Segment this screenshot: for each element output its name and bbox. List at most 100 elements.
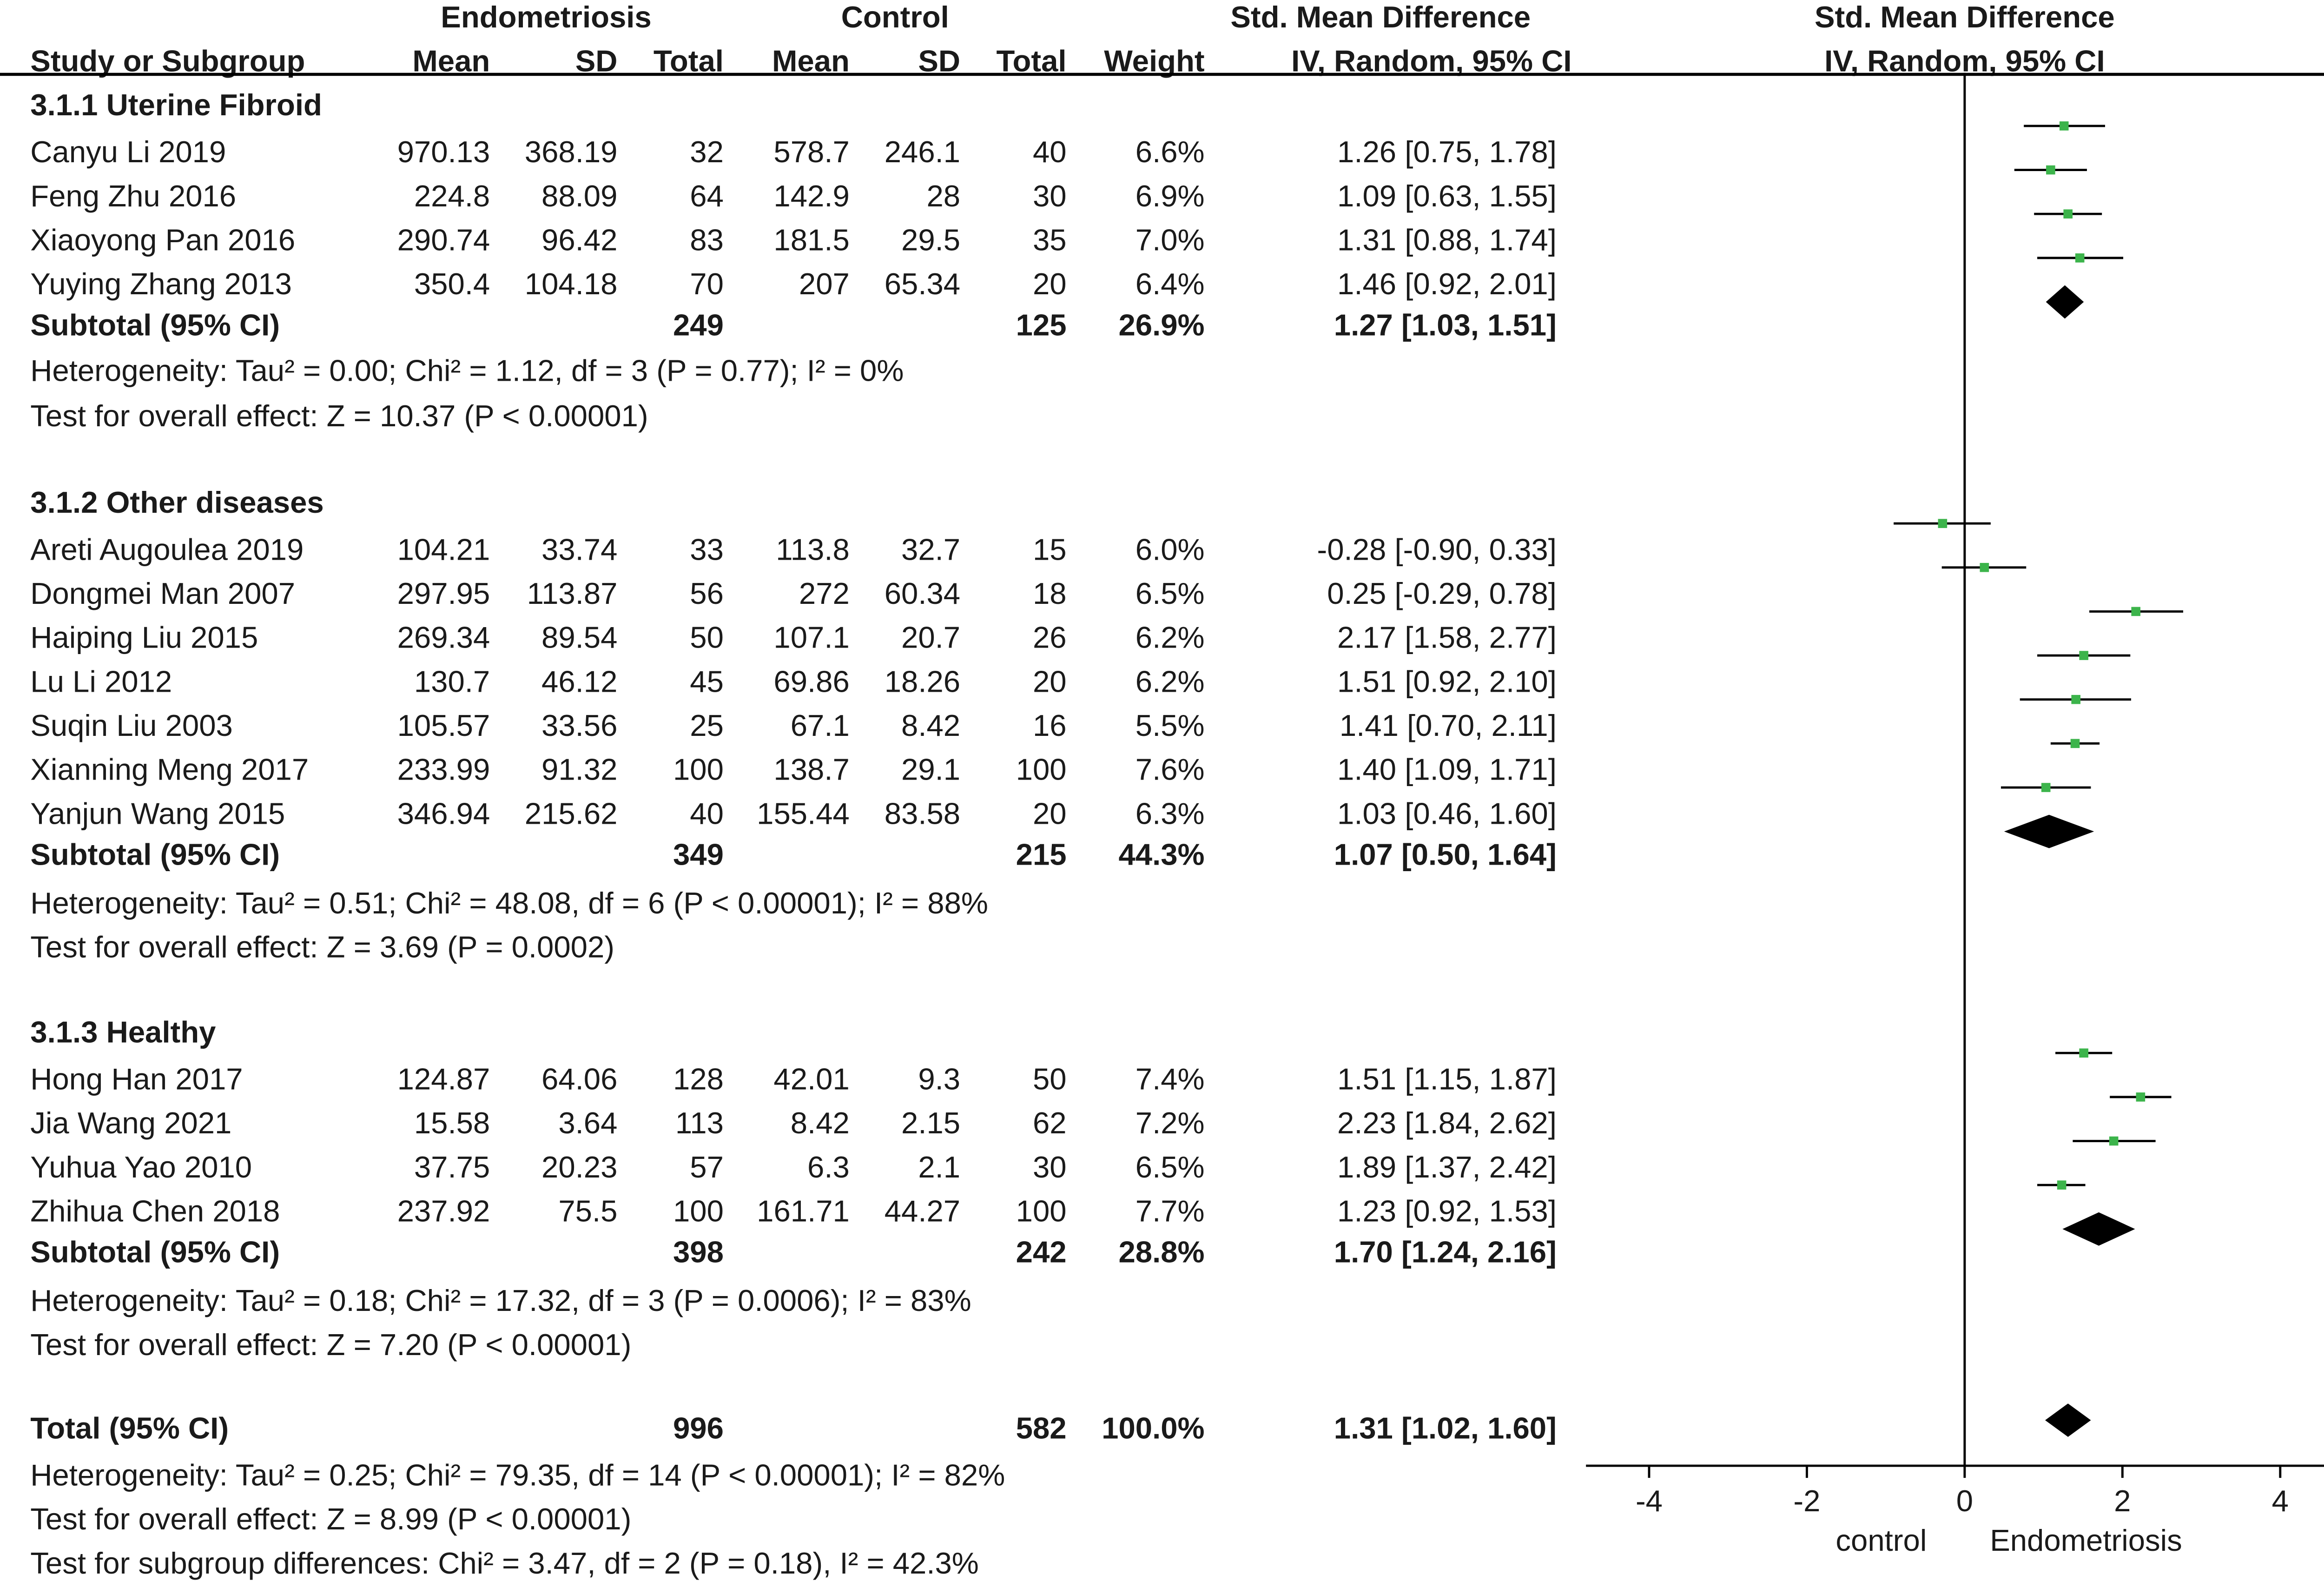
study-mean-2: 207: [799, 268, 850, 302]
study-sd-2: 2.15: [901, 1107, 961, 1141]
header-sd-1: SD: [575, 45, 618, 79]
overall-effect-text: Test for overall effect: Z = 7.20 (P < 0…: [30, 1329, 632, 1363]
study-total-1: 64: [690, 180, 724, 214]
study-sd-2: 246.1: [884, 136, 961, 170]
study-total-1: 70: [690, 268, 724, 302]
study-sd-2: 44.27: [884, 1196, 961, 1229]
study-sd-2: 83.58: [884, 798, 961, 832]
x-tick-label: 0: [1956, 1484, 1973, 1518]
study-sd-1: 113.87: [527, 578, 618, 612]
study-total-1: 50: [690, 622, 724, 656]
total-overall-effect-text: Test for overall effect: Z = 8.99 (P < 0…: [30, 1503, 632, 1537]
subtotal-label: Subtotal (95% CI): [30, 839, 280, 873]
study-total-1: 57: [690, 1151, 724, 1185]
study-mean-2: 161.71: [757, 1196, 850, 1229]
study-point-marker: [2057, 1180, 2067, 1190]
study-sd-2: 29.1: [901, 754, 961, 788]
study-sd-1: 33.56: [541, 710, 618, 744]
study-sd-2: 18.26: [884, 666, 961, 700]
study-ci: 1.09 [0.63, 1.55]: [1337, 180, 1557, 214]
study-mean-1: 346.94: [397, 798, 490, 832]
study-weight: 6.2%: [1135, 666, 1205, 700]
study-name: Zhihua Chen 2018: [30, 1196, 280, 1229]
subtotal-total-2: 242: [1016, 1237, 1067, 1270]
study-mean-1: 233.99: [397, 754, 490, 788]
study-sd-2: 60.34: [884, 578, 961, 612]
study-mean-1: 124.87: [397, 1064, 490, 1097]
header-total-1: Total: [653, 45, 724, 79]
study-sd-2: 28: [926, 180, 961, 214]
summary-diamond: [2062, 1212, 2135, 1246]
subtotal-weight: 44.3%: [1118, 839, 1205, 873]
study-sd-1: 368.19: [524, 136, 618, 170]
study-ci: 1.26 [0.75, 1.78]: [1337, 136, 1557, 170]
study-ci: 2.17 [1.58, 2.77]: [1337, 622, 1557, 656]
study-mean-2: 578.7: [773, 136, 850, 170]
header-rule: [0, 73, 2324, 76]
study-ci: 1.51 [0.92, 2.10]: [1337, 666, 1557, 700]
study-mean-2: 138.7: [773, 754, 850, 788]
subgroup-title: 3.1.3 Healthy: [30, 1016, 216, 1050]
subtotal-weight: 26.9%: [1118, 309, 1205, 343]
study-weight: 6.0%: [1135, 534, 1205, 568]
header-mean-2: Mean: [772, 45, 850, 79]
study-point-marker: [2059, 121, 2069, 131]
subgroup-title: 3.1.2 Other diseases: [30, 487, 324, 521]
study-sd-1: 64.06: [541, 1064, 618, 1097]
subtotal-ci: 1.07 [0.50, 1.64]: [1334, 839, 1557, 873]
x-tick-label: 2: [2114, 1484, 2131, 1518]
study-sd-1: 96.42: [541, 225, 618, 258]
axis-left-label: control: [1835, 1525, 1927, 1559]
study-mean-2: 107.1: [773, 622, 850, 656]
study-point-marker: [2046, 165, 2055, 175]
heterogeneity-text: Heterogeneity: Tau² = 0.51; Chi² = 48.08…: [30, 887, 988, 921]
total-total-1: 996: [673, 1412, 724, 1446]
study-name: Xiaoyong Pan 2016: [30, 225, 296, 258]
study-mean-1: 290.74: [397, 225, 490, 258]
total-heterogeneity-text: Heterogeneity: Tau² = 0.25; Chi² = 79.35…: [30, 1459, 1005, 1493]
overall-effect-text: Test for overall effect: Z = 10.37 (P < …: [30, 400, 648, 434]
study-ci: 1.89 [1.37, 2.42]: [1337, 1151, 1557, 1185]
study-sd-1: 46.12: [541, 666, 618, 700]
study-ci: 1.40 [1.09, 1.71]: [1337, 754, 1557, 788]
header-effect-title: Std. Mean Difference: [1230, 1, 1531, 35]
study-mean-1: 130.7: [414, 666, 490, 700]
study-point-marker: [2136, 1092, 2146, 1102]
study-mean-1: 350.4: [414, 268, 490, 302]
study-mean-1: 269.34: [397, 622, 490, 656]
study-mean-1: 104.21: [397, 534, 490, 568]
study-total-2: 15: [1032, 534, 1067, 568]
study-name: Xianning Meng 2017: [30, 754, 309, 788]
study-mean-2: 155.44: [757, 798, 850, 832]
study-name: Dongmei Man 2007: [30, 578, 296, 612]
study-total-2: 20: [1032, 268, 1067, 302]
study-total-2: 100: [1016, 754, 1067, 788]
study-total-2: 35: [1032, 225, 1067, 258]
study-sd-2: 20.7: [901, 622, 961, 656]
study-name: Areti Augoulea 2019: [30, 534, 304, 568]
subtotal-label: Subtotal (95% CI): [30, 1237, 280, 1270]
study-name: Suqin Liu 2003: [30, 710, 233, 744]
subtotal-total-1: 398: [673, 1237, 724, 1270]
study-ci: 1.03 [0.46, 1.60]: [1337, 798, 1557, 832]
study-total-1: 113: [675, 1107, 724, 1141]
study-name: Canyu Li 2019: [30, 136, 226, 170]
study-total-2: 26: [1032, 622, 1067, 656]
study-ci: -0.28 [-0.90, 0.33]: [1317, 534, 1557, 568]
study-total-1: 100: [673, 1196, 724, 1229]
study-weight: 6.2%: [1135, 622, 1205, 656]
study-sd-2: 2.1: [918, 1151, 961, 1185]
header-ci-method: IV, Random, 95% CI: [1291, 45, 1572, 79]
study-name: Feng Zhu 2016: [30, 180, 237, 214]
study-sd-2: 8.42: [901, 710, 961, 744]
study-point-marker: [2079, 651, 2088, 660]
study-sd-1: 75.5: [558, 1196, 618, 1229]
study-sd-1: 20.23: [541, 1151, 618, 1185]
study-name: Yuhua Yao 2010: [30, 1151, 252, 1185]
study-total-2: 50: [1032, 1064, 1067, 1097]
study-mean-2: 142.9: [773, 180, 850, 214]
study-name: Yanjun Wang 2015: [30, 798, 285, 832]
header-plot-title: Std. Mean Difference: [1814, 1, 2115, 35]
study-mean-1: 224.8: [414, 180, 490, 214]
